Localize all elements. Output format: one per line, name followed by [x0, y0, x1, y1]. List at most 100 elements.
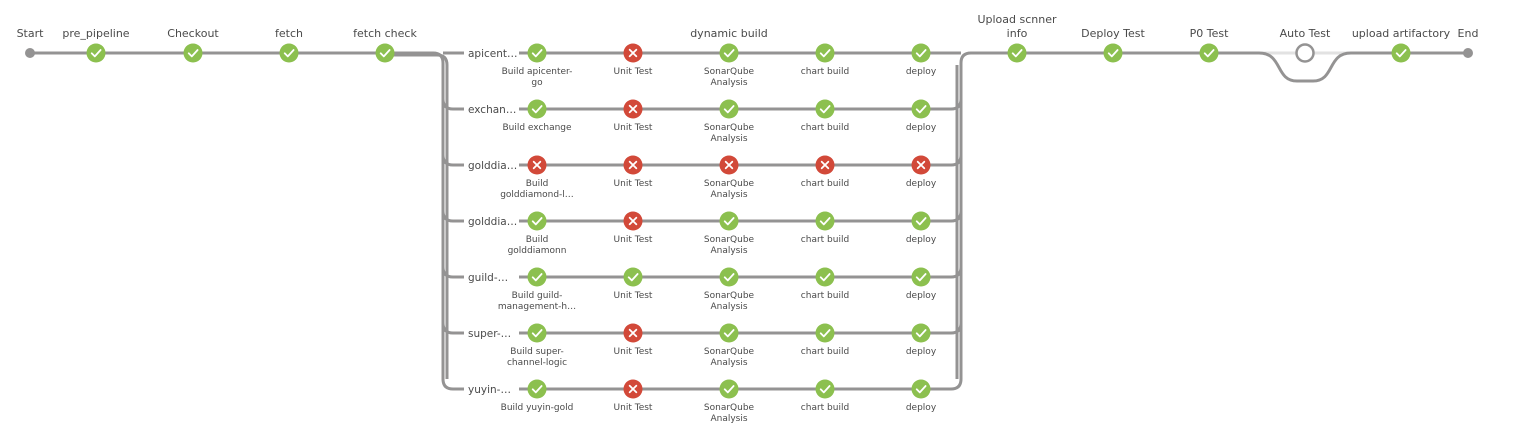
- status-success-circle: [815, 379, 835, 399]
- step-node-super-5-3[interactable]: [815, 323, 835, 343]
- step-node-golddia-2-1[interactable]: [623, 155, 643, 175]
- step-node-guild-4-2[interactable]: [719, 267, 739, 287]
- join-curve-super-5: [950, 322, 963, 335]
- cross-icon: [916, 160, 926, 170]
- start-label: Start: [17, 27, 45, 40]
- step-node-apicent-0-0[interactable]: [527, 43, 547, 63]
- step-node-golddia-2-3[interactable]: [815, 155, 835, 175]
- step-node-golddia-2-4[interactable]: [911, 155, 931, 175]
- start-terminal[interactable]: [25, 48, 35, 58]
- step-label-golddia-2-3-0: chart build: [801, 179, 849, 189]
- step-node-golddia-3-2[interactable]: [719, 211, 739, 231]
- step-node-guild-4-3[interactable]: [815, 267, 835, 287]
- check-icon: [915, 385, 927, 394]
- stage-node-p0-test[interactable]: [1199, 43, 1219, 63]
- stage-node-upload-scnner-info[interactable]: [1007, 43, 1027, 63]
- auto-test-bypass: [1258, 51, 1352, 83]
- branch-label-backing: [465, 381, 517, 397]
- step-label-yuyin-6-1-0: Unit Test: [614, 403, 653, 413]
- step-node-golddia-3-4[interactable]: [911, 211, 931, 231]
- step-node-yuyin-6-0[interactable]: [527, 379, 547, 399]
- step-node-apicent-0-2[interactable]: [719, 43, 739, 63]
- step-node-super-5-4[interactable]: [911, 323, 931, 343]
- status-success-circle: [815, 267, 835, 287]
- step-node-apicent-0-1[interactable]: [623, 43, 643, 63]
- stage-node-upload-artifactory[interactable]: [1391, 43, 1411, 63]
- check-icon: [819, 329, 831, 338]
- check-icon: [1107, 49, 1119, 58]
- check-icon: [1203, 49, 1215, 58]
- step-label-guild-4-2-1: Analysis: [710, 302, 747, 312]
- status-success-circle: [911, 43, 931, 63]
- step-label-guild-4-3-0: chart build: [801, 291, 849, 301]
- step-label-golddia-2-2-1: Analysis: [710, 190, 747, 200]
- step-label-exchan-1-3-0: chart build: [801, 123, 849, 133]
- step-label-guild-4-4-0: deploy: [906, 291, 937, 301]
- stage-node-checkout[interactable]: [183, 43, 203, 63]
- step-node-super-5-1[interactable]: [623, 323, 643, 343]
- status-success-circle: [183, 43, 203, 63]
- hollow-ring-icon: [1295, 43, 1315, 63]
- check-icon: [531, 329, 543, 338]
- end-terminal[interactable]: [1463, 48, 1473, 58]
- check-icon: [915, 329, 927, 338]
- check-icon: [915, 217, 927, 226]
- status-success-circle: [719, 211, 739, 231]
- step-label-apicent-0-1-0: Unit Test: [614, 67, 653, 77]
- stage-node-pre-pipeline[interactable]: [86, 43, 106, 63]
- step-label-exchan-1-2-0: SonarQube: [704, 123, 755, 133]
- step-node-yuyin-6-4[interactable]: [911, 379, 931, 399]
- step-node-guild-4-0[interactable]: [527, 267, 547, 287]
- step-node-golddia-2-0[interactable]: [527, 155, 547, 175]
- step-node-super-5-0[interactable]: [527, 323, 547, 343]
- step-label-super-5-2-1: Analysis: [710, 358, 747, 368]
- check-icon: [531, 105, 543, 114]
- step-label-golddia-2-0-0: Build: [526, 179, 549, 189]
- step-node-apicent-0-4[interactable]: [911, 43, 931, 63]
- step-node-yuyin-6-2[interactable]: [719, 379, 739, 399]
- step-node-golddia-3-3[interactable]: [815, 211, 835, 231]
- step-node-yuyin-6-1[interactable]: [623, 379, 643, 399]
- step-node-golddia-3-1[interactable]: [623, 211, 643, 231]
- status-success-circle: [719, 267, 739, 287]
- step-node-guild-4-1[interactable]: [623, 267, 643, 287]
- branch-label-golddia-3: golddia…: [468, 216, 517, 228]
- step-node-golddia-3-0[interactable]: [527, 211, 547, 231]
- step-label-apicent-0-3-0: chart build: [801, 67, 849, 77]
- cross-icon: [628, 328, 638, 338]
- stage-labels: Start End pre_pipeline Checkout fetch fetch c…: [17, 13, 1479, 424]
- status-success-circle: [623, 267, 643, 287]
- status-success-circle: [911, 323, 931, 343]
- cross-icon: [724, 160, 734, 170]
- check-icon: [819, 49, 831, 58]
- step-node-exchan-1-1[interactable]: [623, 99, 643, 119]
- check-icon: [531, 273, 543, 282]
- branch-label-apicent-0: apicent…: [468, 48, 518, 60]
- stage-label-upload-scnner-info-0: Upload scnner: [977, 13, 1057, 26]
- fork-curve-golddia-2: [441, 154, 454, 167]
- cross-icon: [532, 160, 542, 170]
- check-icon: [819, 273, 831, 282]
- step-node-exchan-1-0[interactable]: [527, 99, 547, 119]
- step-label-golddia-3-2-1: Analysis: [710, 246, 747, 256]
- stage-node-auto-test[interactable]: [1295, 43, 1315, 63]
- step-node-golddia-2-2[interactable]: [719, 155, 739, 175]
- check-icon: [531, 49, 543, 58]
- check-icon: [1395, 49, 1407, 58]
- stage-node-deploy-test[interactable]: [1103, 43, 1123, 63]
- stage-node-fetch[interactable]: [279, 43, 299, 63]
- branch-label-yuyin-6: yuyin-…: [468, 384, 511, 396]
- step-node-exchan-1-2[interactable]: [719, 99, 739, 119]
- check-icon: [723, 273, 735, 282]
- step-node-super-5-2[interactable]: [719, 323, 739, 343]
- step-node-guild-4-4[interactable]: [911, 267, 931, 287]
- step-label-super-5-4-0: deploy: [906, 347, 937, 357]
- stage-node-fetch-check[interactable]: [375, 43, 395, 63]
- stage-label-fetch-check: fetch check: [353, 27, 417, 40]
- step-node-yuyin-6-3[interactable]: [815, 379, 835, 399]
- status-success-circle: [815, 323, 835, 343]
- branch-label-backing: [465, 157, 517, 173]
- step-node-exchan-1-3[interactable]: [815, 99, 835, 119]
- step-node-exchan-1-4[interactable]: [911, 99, 931, 119]
- step-node-apicent-0-3[interactable]: [815, 43, 835, 63]
